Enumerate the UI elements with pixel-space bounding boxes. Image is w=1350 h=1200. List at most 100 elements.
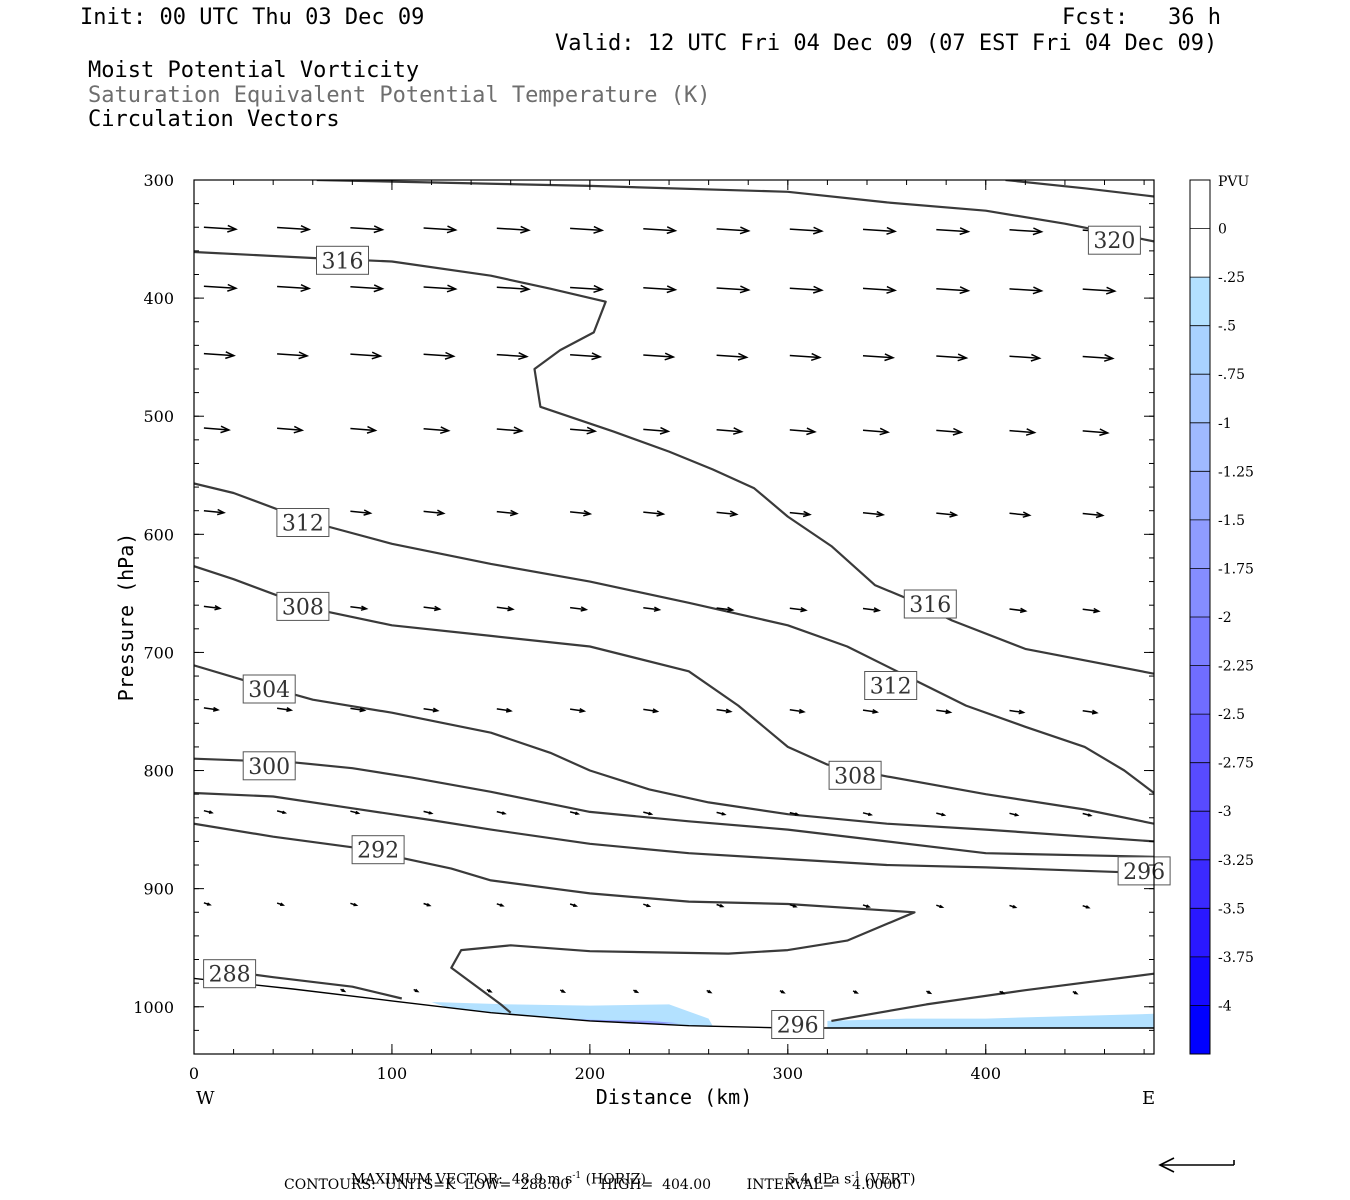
max-vector-label: MAXIMUM VECTOR: bbox=[350, 1171, 503, 1188]
contour-292-8 bbox=[194, 822, 916, 1014]
vector-arrow bbox=[276, 902, 286, 906]
vector-arrow bbox=[716, 285, 751, 294]
vector-arrow bbox=[643, 226, 678, 235]
vector-arrow bbox=[789, 427, 817, 436]
colorbar-swatch bbox=[1190, 762, 1210, 812]
contour-label-text: 304 bbox=[248, 678, 290, 703]
contour-308-4 bbox=[194, 565, 1154, 825]
vector-arrow bbox=[1009, 227, 1044, 236]
vector-arrow bbox=[423, 605, 442, 612]
x-tick-label: 0 bbox=[189, 1064, 199, 1083]
vector-arrow bbox=[203, 605, 222, 611]
contour-label: 308 bbox=[828, 760, 882, 790]
colorbar-swatch bbox=[1190, 811, 1210, 861]
vector-arrow bbox=[340, 988, 347, 993]
vector-arrow bbox=[423, 426, 451, 435]
colorbar-label: -1 bbox=[1218, 416, 1232, 432]
colorbar-label: -1.5 bbox=[1218, 513, 1245, 529]
vector-arrow bbox=[277, 425, 305, 434]
vector-arrow bbox=[570, 225, 605, 234]
vector-arrow bbox=[862, 904, 871, 908]
vector-arrow bbox=[1082, 709, 1099, 715]
vector-arrow bbox=[999, 990, 1006, 995]
init-time: Init: 00 UTC Thu 03 Dec 09 bbox=[80, 5, 425, 30]
colorbar-swatch bbox=[1190, 180, 1210, 230]
vector-arrow bbox=[789, 285, 824, 294]
y-axis-label: Pressure (hPa) bbox=[114, 533, 138, 702]
horiz-tag: (HORIZ) bbox=[585, 1171, 646, 1188]
contour-label-text: 288 bbox=[209, 963, 251, 988]
vector-arrow bbox=[1009, 812, 1020, 817]
reference-vector-arrow bbox=[1158, 1157, 1235, 1173]
x-tick-label: 400 bbox=[970, 1064, 1001, 1083]
contour-label: 300 bbox=[242, 751, 296, 781]
vector-arrow bbox=[789, 708, 806, 714]
vector-arrow bbox=[633, 989, 640, 994]
colorbar-label: -3 bbox=[1218, 804, 1232, 820]
vector-arrow bbox=[643, 426, 671, 435]
contour-info-line: CONTOURS: UNITS=K LOW= 288.00 HIGH= 404.… bbox=[284, 1177, 902, 1193]
mpv-shade-region-0 bbox=[431, 1002, 713, 1026]
colorbar-swatch bbox=[1190, 859, 1210, 909]
colorbar-label: -.25 bbox=[1218, 270, 1245, 286]
colorbar-swatch bbox=[1190, 374, 1210, 424]
vector-arrow bbox=[789, 606, 808, 613]
vector-arrow bbox=[496, 707, 513, 713]
vector-arrow bbox=[926, 990, 933, 995]
vector-arrow bbox=[1009, 607, 1028, 614]
vector-arrow bbox=[569, 708, 587, 714]
vector-arrow bbox=[350, 707, 367, 713]
colorbar-swatch bbox=[1190, 325, 1210, 375]
plot-frame bbox=[193, 179, 1155, 1055]
field-title-vectors: Circulation Vectors bbox=[88, 107, 340, 132]
colorbar-swatch bbox=[1190, 471, 1210, 521]
field-title-mpv: Moist Potential Vorticity bbox=[88, 58, 420, 83]
vector-arrow bbox=[559, 989, 567, 993]
x-west-label: W bbox=[196, 1088, 215, 1109]
axes: 300 400 500 600 700 800 900 1000 0 100 200 300 400 bbox=[133, 171, 1154, 1083]
vector-arrow bbox=[1082, 812, 1093, 817]
colorbar-swatch bbox=[1190, 568, 1210, 618]
vector-arrow bbox=[1082, 353, 1115, 362]
vector-arrow bbox=[936, 427, 964, 436]
vector-arrow bbox=[643, 352, 676, 361]
colorbar-swatch bbox=[1190, 665, 1210, 715]
vector-arrow bbox=[936, 709, 953, 715]
vector-arrow bbox=[569, 903, 579, 907]
vector-arrow bbox=[1082, 511, 1105, 519]
vector-arrow bbox=[1072, 990, 1079, 995]
vector-arrow bbox=[1009, 904, 1018, 909]
y-tick-label: 800 bbox=[143, 762, 174, 781]
vector-arrow bbox=[203, 809, 214, 814]
vector-arrow bbox=[1009, 511, 1032, 518]
vector-arrow bbox=[789, 903, 798, 908]
contour-label: 312 bbox=[864, 671, 918, 700]
vector-arrow bbox=[643, 606, 662, 612]
vector-arrow bbox=[203, 902, 212, 906]
colorbar-label: 0 bbox=[1218, 222, 1227, 238]
contour-label-text: 316 bbox=[322, 249, 364, 274]
vector-arrow bbox=[936, 511, 959, 518]
vector-arrow bbox=[862, 353, 896, 362]
vector-arrow bbox=[496, 225, 531, 234]
contour-label-text: 308 bbox=[834, 764, 876, 789]
vector-arrow bbox=[350, 225, 385, 234]
vector-arrow bbox=[1082, 607, 1101, 614]
vector-arrow bbox=[496, 509, 519, 517]
vector-arrow bbox=[789, 226, 824, 235]
y-tick-label: 600 bbox=[143, 525, 174, 544]
vert-tag: (VERT) bbox=[864, 1171, 916, 1188]
vector-arrow bbox=[276, 707, 294, 713]
vector-arrow bbox=[569, 811, 581, 816]
x-tick-label: 100 bbox=[377, 1064, 408, 1083]
vector-arrow bbox=[423, 810, 434, 815]
vector-arrow bbox=[936, 353, 969, 362]
vector-arrow bbox=[862, 708, 879, 714]
max-vector-vert: 5.4 dPa s-1 (VERT) bbox=[778, 1158, 916, 1188]
terrain-fill bbox=[194, 978, 1154, 1054]
colorbar-swatch bbox=[1190, 277, 1210, 327]
contour-label-text: 308 bbox=[282, 595, 324, 620]
vector-arrow bbox=[570, 284, 605, 294]
x-tick-label: 300 bbox=[773, 1064, 804, 1083]
vector-arrow bbox=[423, 351, 456, 360]
